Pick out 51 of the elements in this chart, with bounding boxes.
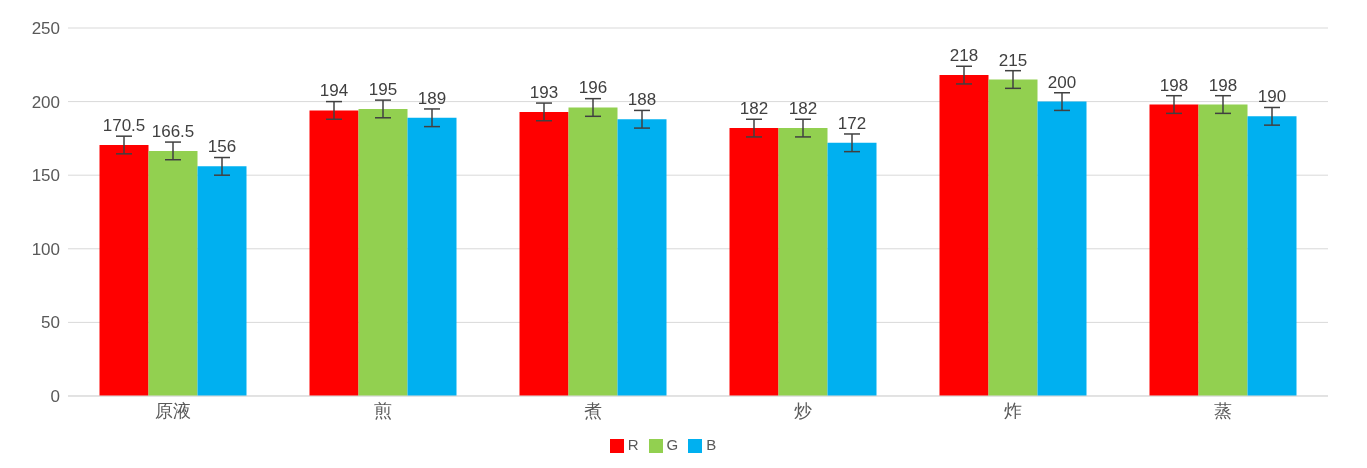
- data-label: 166.5: [151, 121, 195, 141]
- data-label: 188: [627, 90, 657, 110]
- bar: [407, 117, 457, 396]
- x-tick-label: 炒: [794, 400, 812, 421]
- data-label: 189: [417, 88, 447, 108]
- bar: [988, 79, 1038, 396]
- data-label: 193: [529, 82, 559, 102]
- data-label: 198: [1159, 75, 1189, 95]
- bar: [939, 75, 989, 396]
- bar: [1149, 104, 1199, 396]
- bar: [358, 108, 408, 396]
- data-label: 190: [1257, 87, 1287, 107]
- x-tick-label: 煮: [584, 400, 602, 421]
- bar: [729, 128, 779, 396]
- y-tick-label: 0: [50, 387, 60, 406]
- bar: [778, 128, 828, 396]
- y-tick-label: 200: [31, 92, 60, 112]
- y-tick-label: 100: [31, 239, 60, 259]
- legend-label: G: [666, 435, 679, 453]
- x-tick-label: 炸: [1004, 400, 1022, 421]
- data-label: 194: [319, 81, 349, 101]
- data-label: 170.5: [102, 116, 146, 136]
- bar: [617, 119, 667, 396]
- x-tick-label: 原液: [155, 400, 191, 421]
- y-tick-label: 150: [31, 166, 60, 186]
- data-label: 218: [949, 46, 979, 66]
- data-label: 195: [368, 79, 398, 99]
- y-tick-label: 250: [31, 19, 60, 39]
- data-label: 156: [207, 137, 237, 157]
- y-tick-label: 50: [41, 313, 60, 333]
- data-label: 172: [837, 113, 867, 133]
- data-label: 200: [1047, 72, 1077, 92]
- legend-label: R: [627, 435, 639, 453]
- bar: [309, 110, 359, 396]
- data-label: 215: [998, 50, 1028, 70]
- bar: [519, 111, 569, 396]
- bar: [827, 142, 877, 396]
- x-tick-label: 煎: [374, 400, 392, 421]
- bar: [1198, 104, 1248, 396]
- bar: [568, 107, 618, 396]
- bar: [1037, 101, 1087, 396]
- bar: [99, 145, 149, 396]
- legend-label: B: [706, 435, 717, 453]
- bar: [197, 166, 247, 396]
- bar: [1247, 116, 1297, 396]
- x-tick-label: 蒸: [1214, 400, 1232, 421]
- bar: [148, 150, 198, 396]
- data-label: 198: [1208, 75, 1238, 95]
- data-label: 182: [788, 99, 818, 119]
- data-label: 196: [578, 78, 608, 98]
- data-label: 182: [739, 99, 769, 119]
